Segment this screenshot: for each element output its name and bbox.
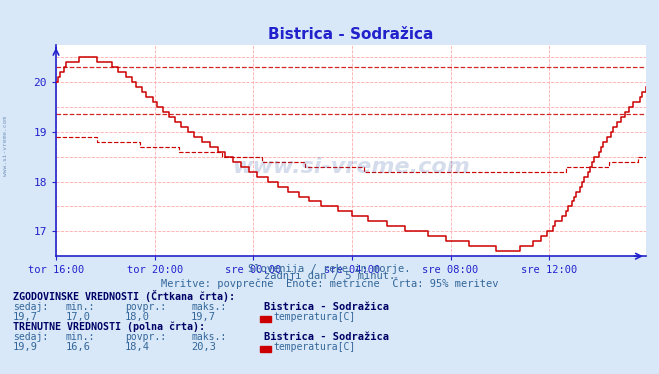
Text: 17,0: 17,0	[66, 312, 91, 322]
Text: 20,3: 20,3	[191, 342, 216, 352]
Text: 18,4: 18,4	[125, 342, 150, 352]
Text: ZGODOVINSKE VREDNOSTI (Črtkana črta):: ZGODOVINSKE VREDNOSTI (Črtkana črta):	[13, 290, 235, 302]
Text: www.si-vreme.com: www.si-vreme.com	[3, 116, 8, 176]
Text: min.:: min.:	[66, 303, 96, 312]
Text: 18,0: 18,0	[125, 312, 150, 322]
Text: sedaj:: sedaj:	[13, 303, 48, 312]
Text: Slovenija / reke in morje.: Slovenija / reke in morje.	[248, 264, 411, 274]
Text: povpr.:: povpr.:	[125, 332, 166, 341]
Text: TRENUTNE VREDNOSTI (polna črta):: TRENUTNE VREDNOSTI (polna črta):	[13, 321, 205, 332]
Text: temperatura[C]: temperatura[C]	[273, 342, 356, 352]
Text: 19,9: 19,9	[13, 342, 38, 352]
Text: maks.:: maks.:	[191, 303, 226, 312]
Text: Bistrica - Sodražica: Bistrica - Sodražica	[264, 303, 389, 312]
Title: Bistrica - Sodražica: Bistrica - Sodražica	[268, 27, 434, 42]
Text: 16,6: 16,6	[66, 342, 91, 352]
Text: Bistrica - Sodražica: Bistrica - Sodražica	[264, 332, 389, 341]
Text: Meritve: povprečne  Enote: metrične  Črta: 95% meritev: Meritve: povprečne Enote: metrične Črta:…	[161, 277, 498, 289]
Text: temperatura[C]: temperatura[C]	[273, 312, 356, 322]
Text: povpr.:: povpr.:	[125, 303, 166, 312]
Text: 19,7: 19,7	[13, 312, 38, 322]
Text: zadnji dan / 5 minut.: zadnji dan / 5 minut.	[264, 272, 395, 281]
Text: maks.:: maks.:	[191, 332, 226, 341]
Text: 19,7: 19,7	[191, 312, 216, 322]
Text: sedaj:: sedaj:	[13, 332, 48, 341]
Text: min.:: min.:	[66, 332, 96, 341]
Text: www.si-vreme.com: www.si-vreme.com	[232, 157, 470, 177]
